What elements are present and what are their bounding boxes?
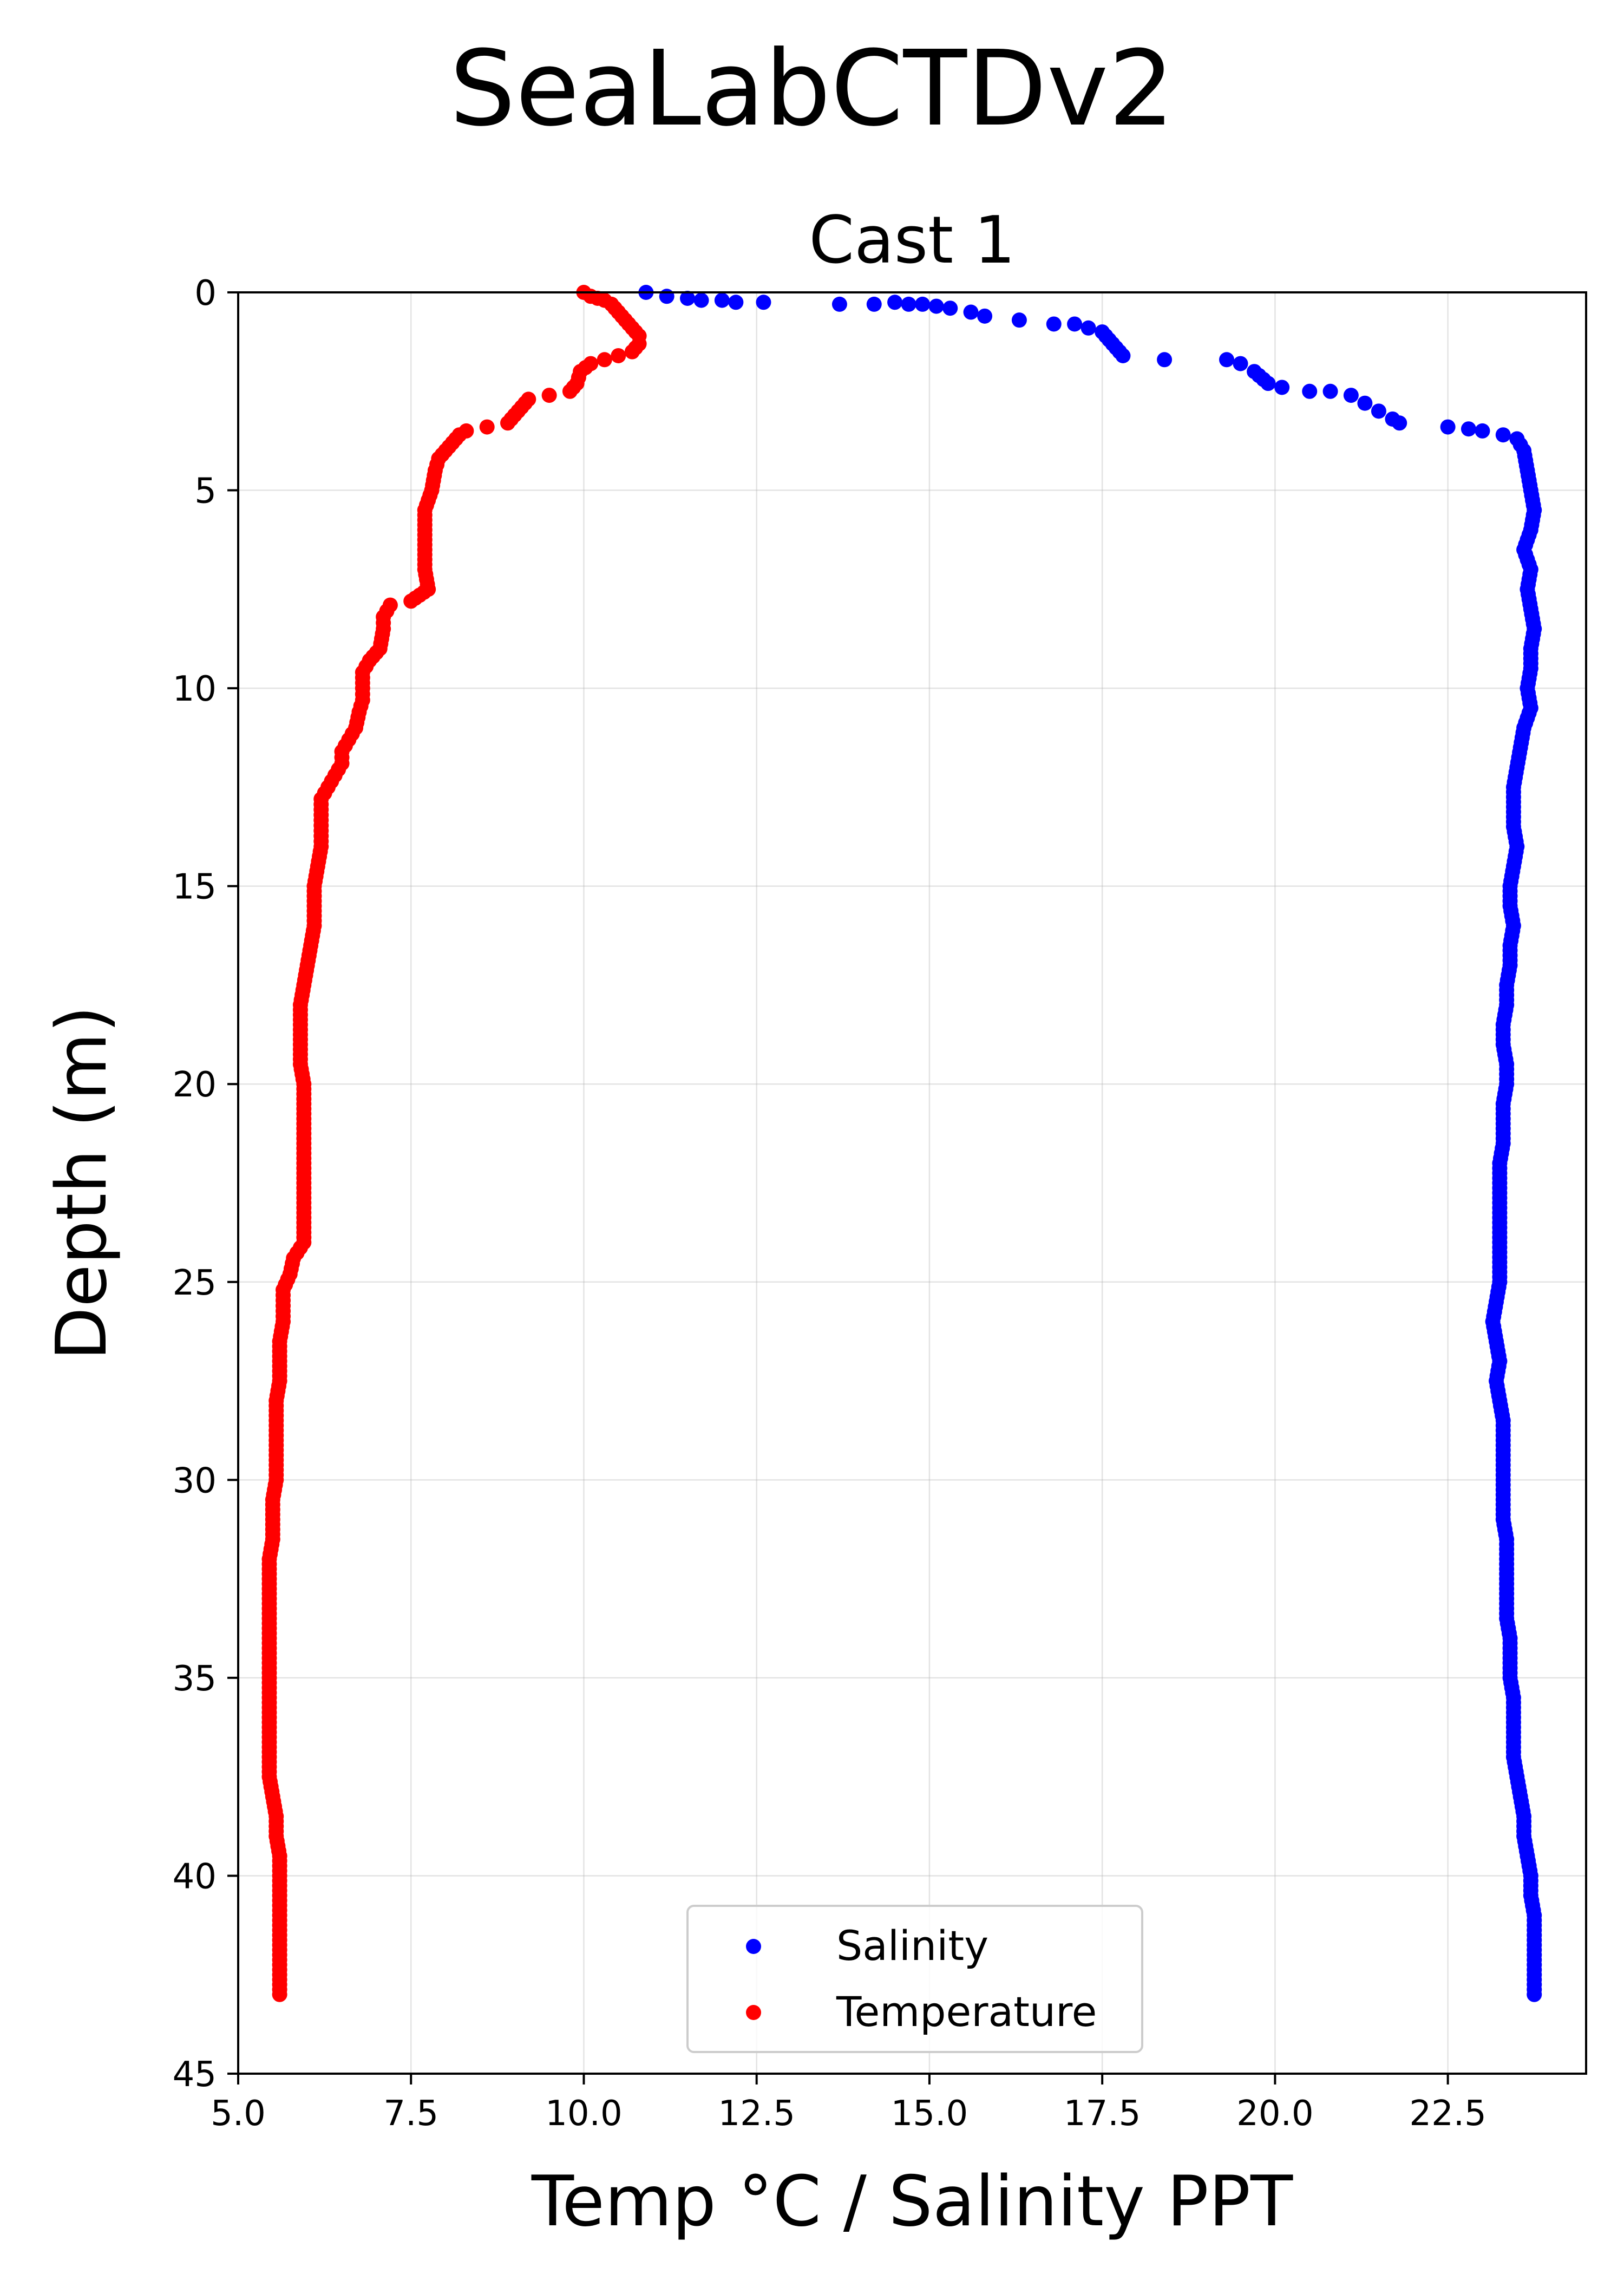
data-point	[942, 300, 958, 316]
legend-marker-temperature	[746, 2005, 761, 2020]
data-point	[1495, 427, 1511, 443]
data-point	[1357, 395, 1373, 411]
y-tick-label: 15	[173, 867, 217, 907]
x-tick-label: 5.0	[211, 2094, 266, 2134]
data-point	[1046, 316, 1062, 332]
data-point	[1461, 421, 1476, 437]
y-tick-label: 35	[173, 1659, 217, 1699]
axis-ticks: 5.0 7.5 10.0 12.5 15.0 17.5 20.0 22.5 0 5 10 15 20 25…	[173, 273, 1487, 2134]
data-point	[479, 419, 495, 435]
x-axis-label: Temp °C / Salinity PPT	[531, 2161, 1293, 2242]
data-point	[693, 292, 709, 308]
data-point	[977, 308, 993, 324]
plot-area-frame	[237, 291, 1587, 2075]
data-point	[1322, 383, 1338, 399]
data-point	[541, 388, 557, 403]
data-point	[1371, 403, 1386, 419]
data-point	[1219, 352, 1234, 368]
data-point	[1260, 376, 1276, 391]
chart-title: Cast 1	[809, 203, 1015, 278]
data-point	[1302, 383, 1318, 399]
data-point	[1011, 312, 1027, 328]
y-tick-label: 0	[194, 273, 217, 313]
data-point	[1081, 320, 1096, 336]
plot-series	[261, 285, 1542, 2002]
data-point	[1233, 356, 1248, 371]
data-point	[500, 415, 515, 431]
y-tick-label: 30	[173, 1461, 217, 1501]
data-point	[1067, 316, 1083, 332]
y-tick-label: 25	[173, 1263, 217, 1303]
x-tick-label: 22.5	[1409, 2094, 1487, 2134]
data-point	[1115, 348, 1131, 363]
x-tick-label: 10.0	[545, 2094, 623, 2134]
data-point	[901, 296, 916, 312]
series-salinity	[638, 285, 1542, 2002]
data-point	[1440, 419, 1456, 435]
data-point	[915, 296, 931, 312]
data-point	[611, 348, 626, 363]
data-point	[866, 296, 882, 312]
data-point	[887, 295, 903, 310]
x-tick-label: 7.5	[383, 2094, 438, 2134]
data-point	[728, 295, 744, 310]
data-point	[272, 1987, 287, 2002]
x-tick-label: 17.5	[1064, 2094, 1141, 2134]
y-tick-label: 5	[194, 472, 217, 512]
data-point	[1392, 415, 1407, 431]
legend-label-salinity: Salinity	[836, 1922, 988, 1970]
data-point	[1157, 352, 1173, 368]
data-point	[659, 289, 675, 304]
y-axis-label: Depth (m)	[42, 1005, 122, 1360]
legend-box	[686, 1905, 1143, 2053]
data-point	[714, 292, 730, 308]
data-point	[597, 352, 612, 368]
data-point	[1527, 1987, 1542, 2002]
legend: Salinity Temperature	[686, 1905, 1143, 2053]
y-tick-label: 45	[173, 2055, 217, 2095]
data-point	[624, 344, 640, 360]
y-tick-label: 40	[173, 1857, 217, 1897]
data-point	[831, 296, 847, 312]
data-point	[928, 298, 944, 314]
x-tick-label: 20.0	[1236, 2094, 1314, 2134]
series-temperature	[261, 285, 647, 2002]
y-tick-label: 20	[173, 1065, 217, 1105]
x-tick-label: 12.5	[718, 2094, 795, 2134]
data-point	[963, 304, 979, 320]
data-point	[756, 295, 771, 310]
legend-label-temperature: Temperature	[836, 1988, 1097, 2036]
data-point	[562, 383, 578, 399]
legend-marker-salinity	[746, 1939, 761, 1954]
data-point	[680, 290, 695, 306]
x-tick-label: 15.0	[891, 2094, 968, 2134]
data-point	[1274, 380, 1290, 395]
figure-suptitle: SeaLabCTDv2	[449, 29, 1174, 149]
data-point	[403, 593, 419, 609]
data-point	[1343, 388, 1359, 403]
y-tick-label: 10	[173, 669, 217, 709]
data-point	[1475, 423, 1490, 439]
